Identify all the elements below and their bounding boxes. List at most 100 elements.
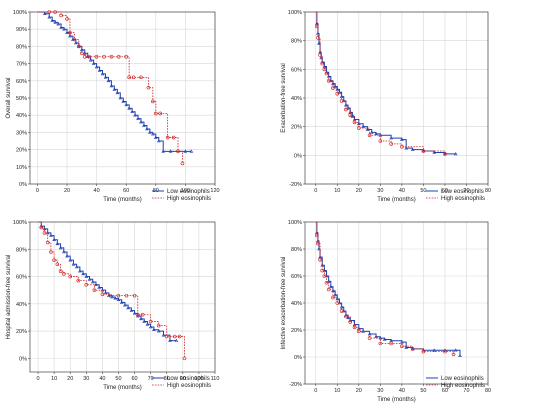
x-tick-label: 80 — [485, 188, 491, 194]
censor-mark — [131, 75, 136, 80]
censor-mark — [139, 75, 143, 80]
censor-mark — [320, 268, 325, 273]
censor-mark — [326, 79, 331, 83]
censor-mark — [357, 329, 361, 334]
censor-mark — [164, 334, 169, 339]
censor-mark — [156, 329, 161, 333]
censor-mark — [346, 315, 350, 320]
plot-frame — [304, 11, 489, 185]
censor-mark — [374, 334, 378, 339]
plot-frame — [29, 11, 216, 185]
censor-mark — [337, 90, 342, 94]
censor-mark — [102, 54, 106, 59]
y-axis-label: Infective exacerbation-free survival — [281, 257, 287, 350]
censor-mark — [367, 133, 372, 138]
y-tick-label: 100% — [13, 220, 27, 226]
y-tick-label: 20% — [16, 148, 27, 154]
censor-mark — [136, 116, 140, 120]
censor-mark — [182, 356, 187, 361]
censor-mark — [77, 44, 81, 49]
x-tick-label: 110 — [211, 376, 220, 382]
y-tick-label: 40% — [16, 113, 27, 119]
censor-mark — [80, 51, 84, 56]
x-tick-label: 50 — [115, 376, 121, 382]
censor-mark — [400, 137, 404, 141]
y-tick-label: 30% — [16, 130, 27, 136]
legend-label: High eosinophils — [167, 383, 211, 389]
censor-mark — [135, 312, 140, 317]
censor-mark — [49, 250, 53, 254]
y-tick-label: 10% — [16, 165, 27, 171]
censor-mark — [109, 54, 114, 59]
censor-mark — [76, 278, 81, 283]
censor-mark — [443, 349, 447, 354]
y-axis-label: Hospital admission-free survival — [6, 255, 12, 340]
censor-mark — [68, 30, 72, 35]
censor-mark — [87, 54, 91, 59]
x-axis-label: Time (months) — [377, 397, 415, 403]
censor-mark — [152, 327, 156, 332]
x-tick-label: 10 — [51, 376, 57, 382]
chart-panel-2: -20% 0% 20% 40% 60% 80% 100% 0 10 20 30 40 50 60 70 80 T… — [281, 10, 491, 203]
censor-mark — [92, 288, 97, 292]
y-tick-label: 20% — [291, 328, 302, 334]
legend-label: High eosinophils — [441, 383, 485, 389]
x-tick-label: 0 — [314, 388, 317, 394]
censor-mark — [139, 316, 143, 321]
censor-mark — [145, 127, 149, 131]
legend-label: Low eosinophils — [167, 189, 210, 195]
censor-mark — [55, 241, 60, 246]
censor-mark — [331, 86, 335, 90]
censor-mark — [400, 344, 404, 349]
censor-mark — [421, 149, 426, 153]
y-tick-label: 100% — [288, 220, 302, 226]
censor-mark — [174, 338, 179, 342]
legend-label: High eosinophils — [167, 196, 211, 202]
y-axis-label: Overall survival — [6, 77, 12, 118]
censor-mark — [129, 308, 134, 312]
censor-mark — [42, 11, 47, 16]
censor-mark — [74, 41, 78, 45]
censor-mark — [432, 150, 436, 154]
censor-mark — [158, 111, 163, 116]
y-tick-label: 20% — [16, 329, 27, 335]
censor-mark — [68, 258, 73, 262]
x-tick-label: 30 — [377, 388, 383, 394]
censor-mark — [113, 296, 118, 300]
censor-mark — [322, 274, 327, 278]
legend-label: Low eosinophils — [441, 189, 484, 195]
censor-mark — [404, 345, 409, 349]
censor-mark — [47, 10, 52, 14]
censor-mark — [374, 131, 378, 136]
censor-mark — [124, 102, 129, 107]
censor-mark — [59, 13, 63, 18]
censor-mark — [329, 284, 333, 289]
y-tick-label: 70% — [16, 62, 27, 68]
censor-mark — [335, 87, 340, 91]
censor-mark — [318, 257, 322, 262]
censor-mark — [124, 293, 129, 298]
censor-mark — [153, 135, 158, 139]
x-tick-label: 80 — [485, 388, 491, 394]
x-tick-label: 20 — [64, 188, 70, 194]
censor-mark — [331, 295, 335, 300]
censor-mark — [165, 135, 170, 140]
y-tick-label: 40% — [16, 302, 27, 308]
censor-mark — [382, 337, 387, 341]
censor-mark — [94, 282, 98, 287]
chart-panel-4: -20% 0% 20% 40% 60% 80% 100% 0 10 20 30 40 50 60 70 80 T… — [281, 220, 491, 403]
censor-mark — [72, 37, 77, 42]
legend-label: High eosinophils — [441, 196, 485, 202]
series-low-eosinophils — [38, 221, 179, 342]
censor-mark — [346, 106, 350, 110]
censor-mark — [339, 99, 344, 103]
censor-mark — [62, 27, 66, 31]
chart-panel-1: 0% 10% 20% 30% 40% 50% 60% 70% 80% 90% 100% 0 20 40 60… — [6, 10, 220, 203]
censor-mark — [156, 323, 161, 328]
censor-mark — [139, 120, 143, 124]
censor-mark — [317, 41, 321, 45]
censor-mark — [118, 96, 123, 100]
censor-mark — [68, 274, 73, 279]
censor-mark — [316, 31, 320, 35]
x-tick-label: 50 — [420, 188, 426, 194]
